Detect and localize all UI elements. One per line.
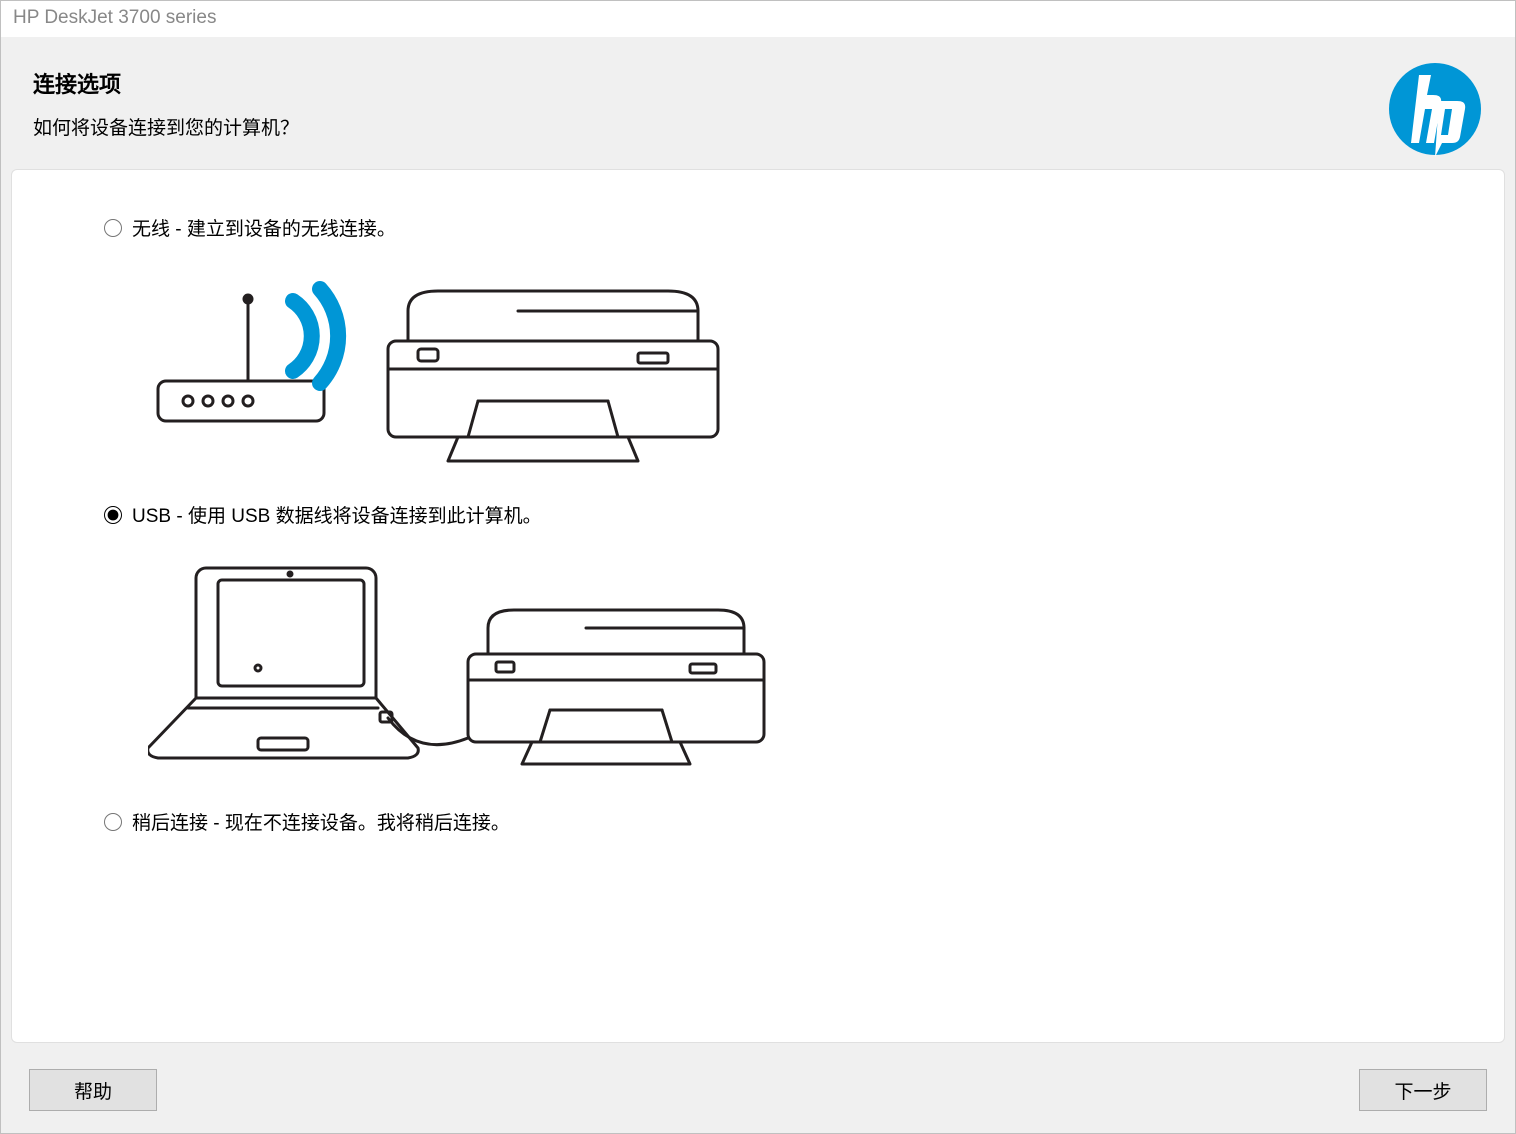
option-wireless-row[interactable]: 无线 - 建立到设备的无线连接。	[104, 214, 1470, 241]
option-later-label: 稍后连接 - 现在不连接设备。我将稍后连接。	[132, 808, 510, 835]
wireless-illustration	[104, 241, 1470, 491]
installer-window: HP DeskJet 3700 series 连接选项 如何将设备连接到您的计算…	[0, 0, 1516, 1134]
header-text: 连接选项 如何将设备连接到您的计算机？	[33, 67, 299, 140]
window-titlebar: HP DeskJet 3700 series	[1, 1, 1515, 37]
option-usb-row[interactable]: USB - 使用 USB 数据线将设备连接到此计算机。	[104, 501, 1470, 528]
window-title: HP DeskJet 3700 series	[13, 7, 216, 28]
option-wireless: 无线 - 建立到设备的无线连接。	[104, 214, 1470, 491]
radio-usb[interactable]	[104, 506, 122, 524]
option-usb: USB - 使用 USB 数据线将设备连接到此计算机。	[104, 501, 1470, 798]
content-wrap: 无线 - 建立到设备的无线连接。	[1, 169, 1515, 1053]
option-usb-label: USB - 使用 USB 数据线将设备连接到此计算机。	[132, 501, 542, 528]
page-title: 连接选项	[33, 67, 299, 99]
hp-logo-icon	[1387, 61, 1483, 157]
page-subtitle: 如何将设备连接到您的计算机？	[33, 113, 299, 140]
next-button[interactable]: 下一步	[1359, 1069, 1487, 1111]
option-wireless-label: 无线 - 建立到设备的无线连接。	[132, 214, 396, 241]
option-later: 稍后连接 - 现在不连接设备。我将稍后连接。	[104, 808, 1470, 835]
usb-illustration	[104, 528, 1470, 798]
help-button[interactable]: 帮助	[29, 1069, 157, 1111]
option-later-row[interactable]: 稍后连接 - 现在不连接设备。我将稍后连接。	[104, 808, 1470, 835]
page-header: 连接选项 如何将设备连接到您的计算机？	[1, 37, 1515, 169]
content-panel: 无线 - 建立到设备的无线连接。	[11, 169, 1505, 1043]
radio-wireless[interactable]	[104, 219, 122, 237]
footer: 帮助 下一步	[1, 1053, 1515, 1133]
radio-later[interactable]	[104, 813, 122, 831]
